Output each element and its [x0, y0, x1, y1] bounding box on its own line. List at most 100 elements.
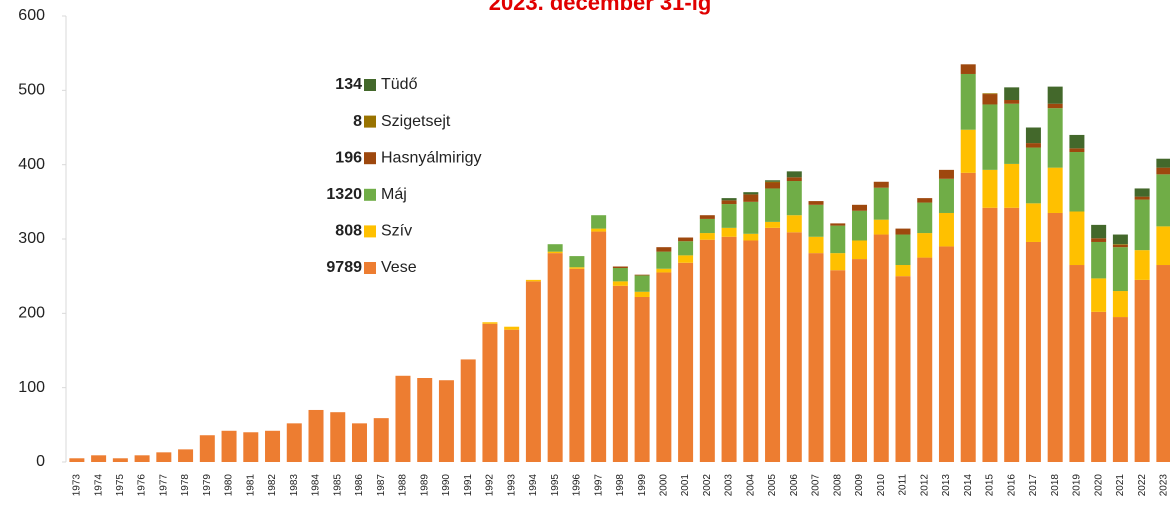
- x-tick-label: 1988: [398, 474, 409, 497]
- x-tick-label: 1992: [485, 474, 496, 497]
- x-tick-label: 1982: [267, 474, 278, 497]
- bar-segment: [699, 215, 715, 219]
- bar-segment: [199, 435, 215, 462]
- bar-segment: [612, 266, 628, 268]
- legend-total: 134: [335, 76, 362, 93]
- bar-segment: [243, 432, 259, 462]
- bar-segment: [547, 251, 563, 254]
- legend-total: 1320: [326, 186, 362, 203]
- bar-segment: [1091, 241, 1107, 279]
- bar-segment: [917, 233, 933, 258]
- bar-segment: [765, 227, 781, 462]
- bar-segment: [765, 181, 781, 183]
- y-tick-label: 200: [18, 305, 45, 322]
- x-tick-label: 1977: [158, 474, 169, 497]
- bar-segment: [960, 73, 976, 130]
- bar-segment: [525, 279, 541, 282]
- x-tick-label: 2013: [941, 474, 952, 497]
- bar-segment: [1091, 278, 1107, 312]
- bar-segment: [917, 202, 933, 234]
- bar-segment: [438, 380, 454, 462]
- bar-segment: [395, 375, 411, 462]
- x-tick-label: 1999: [637, 474, 648, 497]
- bar-segment: [917, 198, 933, 203]
- bar-segment: [938, 246, 954, 462]
- bar-segment: [1025, 127, 1041, 144]
- bar-segment: [808, 201, 824, 205]
- x-tick-label: 1989: [419, 474, 430, 497]
- bar-segment: [699, 239, 715, 462]
- x-tick-label: 1987: [376, 474, 387, 497]
- x-tick-label: 1980: [224, 474, 235, 497]
- bar-segment: [1112, 234, 1128, 245]
- bar-segment: [1025, 147, 1041, 204]
- bar-segment: [765, 221, 781, 228]
- bar-segment: [482, 323, 498, 462]
- legend-swatch: [364, 79, 376, 91]
- x-tick-label: 1997: [593, 474, 604, 497]
- bar-segment: [895, 228, 911, 235]
- bar-segment: [612, 267, 628, 282]
- bar-segment: [1112, 317, 1128, 462]
- bar-segment: [1134, 196, 1150, 200]
- bar-segment: [1112, 247, 1128, 292]
- x-tick-label: 1996: [572, 474, 583, 497]
- x-tick-label: 1995: [550, 474, 561, 497]
- bar-segment: [1025, 203, 1041, 242]
- bar-segment: [547, 253, 563, 462]
- x-tick-label: 2017: [1028, 474, 1039, 497]
- bar-segment: [591, 215, 607, 229]
- bar-segment: [351, 423, 367, 462]
- bar-segment: [830, 225, 846, 254]
- x-tick-label: 2000: [658, 474, 669, 497]
- x-tick-label: 2010: [876, 474, 887, 497]
- bar-segment: [265, 430, 281, 462]
- bar-segment: [1004, 207, 1020, 462]
- legend-total: 196: [335, 149, 362, 166]
- bar-segment: [1047, 212, 1063, 462]
- bar-segment: [960, 64, 976, 74]
- bar-segment: [1047, 167, 1063, 213]
- bar-segment: [786, 171, 802, 178]
- x-tick-label: 1993: [506, 474, 517, 497]
- x-tick-label: 2021: [1115, 474, 1126, 497]
- bar-segment: [960, 129, 976, 173]
- legend-label: Tüdő: [381, 76, 418, 93]
- bar-segment: [1156, 167, 1170, 175]
- bar-segment: [504, 326, 520, 330]
- bar-segment: [895, 234, 911, 266]
- bar-segment: [547, 244, 563, 252]
- bar-segment: [656, 272, 672, 462]
- bar-segment: [134, 455, 150, 462]
- bar-segment: [591, 231, 607, 462]
- x-tick-label: 2008: [832, 474, 843, 497]
- bar-segment: [830, 223, 846, 226]
- bar-segment: [482, 322, 498, 324]
- x-tick-label: 2005: [767, 474, 778, 497]
- bar-segment: [1069, 152, 1085, 212]
- x-tick-label: 1990: [441, 474, 452, 497]
- x-tick-label: 1976: [137, 474, 148, 497]
- bar-segment: [1047, 108, 1063, 168]
- bar-segment: [808, 236, 824, 254]
- legend-swatch: [364, 262, 376, 274]
- y-tick-label: 100: [18, 379, 45, 396]
- bar-segment: [786, 177, 802, 182]
- bar-segment: [1134, 250, 1150, 280]
- bar-segment: [678, 255, 694, 263]
- x-tick-label: 2020: [1093, 474, 1104, 497]
- x-tick-label: 2009: [854, 474, 865, 497]
- x-tick-label: 2022: [1137, 474, 1148, 497]
- bar-segment: [786, 232, 802, 462]
- y-tick-label: 600: [18, 7, 45, 24]
- bar-segment: [873, 187, 889, 220]
- bar-segment: [1069, 265, 1085, 462]
- x-tick-label: 1991: [463, 474, 474, 497]
- bar-segment: [156, 452, 172, 462]
- bar-segment: [417, 378, 433, 462]
- bar-segment: [178, 449, 194, 462]
- x-tick-label: 1983: [289, 474, 300, 497]
- bar-segment: [699, 233, 715, 240]
- y-tick-label: 400: [18, 156, 45, 173]
- x-tick-label: 2007: [811, 474, 822, 497]
